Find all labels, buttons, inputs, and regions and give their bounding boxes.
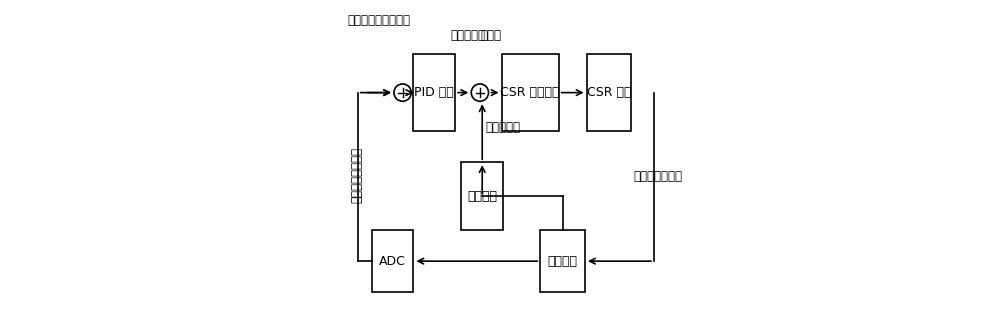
Circle shape bbox=[394, 84, 411, 101]
Text: 自然换相角: 自然换相角 bbox=[485, 121, 520, 134]
FancyBboxPatch shape bbox=[461, 162, 503, 230]
Circle shape bbox=[471, 84, 489, 101]
Text: CSR 触发电路: CSR 触发电路 bbox=[500, 86, 560, 99]
FancyBboxPatch shape bbox=[587, 54, 631, 131]
FancyBboxPatch shape bbox=[413, 54, 455, 131]
FancyBboxPatch shape bbox=[540, 230, 585, 292]
Text: 导电角: 导电角 bbox=[480, 29, 501, 41]
Text: 实际交直流电压值: 实际交直流电压值 bbox=[350, 147, 363, 202]
Text: 采样电路: 采样电路 bbox=[548, 255, 578, 268]
Text: 延迟导电角: 延迟导电角 bbox=[450, 29, 485, 41]
Text: 交直流母线电压: 交直流母线电压 bbox=[633, 170, 682, 183]
Text: CSR 阵列: CSR 阵列 bbox=[587, 86, 631, 99]
FancyBboxPatch shape bbox=[502, 54, 559, 131]
FancyBboxPatch shape bbox=[372, 230, 413, 292]
Text: 直流母线理论电压值: 直流母线理论电压值 bbox=[347, 14, 410, 27]
Text: PID 调节: PID 调节 bbox=[414, 86, 454, 99]
Text: 转换电路: 转换电路 bbox=[467, 190, 497, 203]
Text: ADC: ADC bbox=[379, 255, 406, 268]
